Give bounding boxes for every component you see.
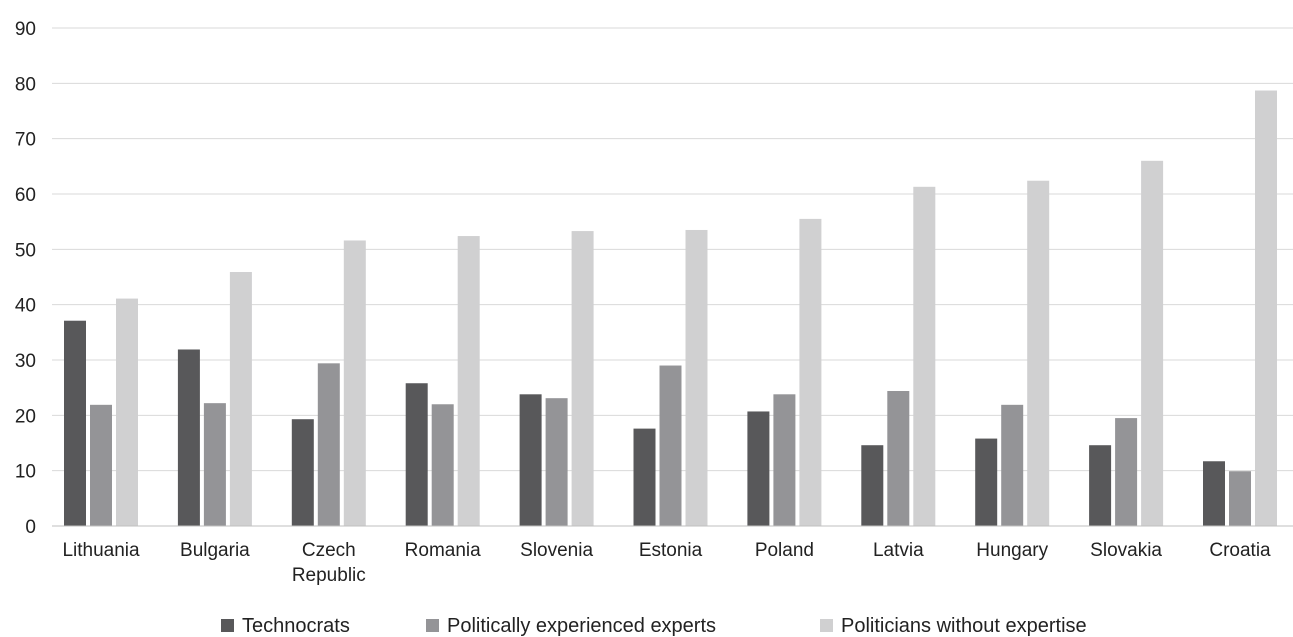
bar-politicians-without-expertise-bulgaria xyxy=(229,272,252,526)
x-tick-label: Hungary xyxy=(976,540,1048,561)
bar-politicians-without-expertise-slovakia xyxy=(1141,160,1164,527)
x-tick-label: Slovakia xyxy=(1090,540,1162,561)
bar-politically-experienced-experts-croatia xyxy=(1229,471,1251,526)
bar-politically-experienced-experts-lithuania xyxy=(90,404,112,526)
x-tick-label: Romania xyxy=(405,540,481,561)
x-tick-label: Croatia xyxy=(1209,540,1271,561)
bar-politically-experienced-experts-poland xyxy=(773,394,796,526)
bar-technocrats-lithuania xyxy=(64,320,86,526)
x-tick-label: Latvia xyxy=(873,540,924,561)
y-tick-label: 0 xyxy=(25,517,36,538)
bar-politicians-without-expertise-hungary xyxy=(1027,180,1050,526)
bar-technocrats-poland xyxy=(747,411,770,526)
legend: Technocrats Politically experienced exper… xyxy=(221,615,1087,637)
legend-swatch xyxy=(426,619,439,632)
bar-technocrats-latvia xyxy=(861,445,884,526)
bar-politically-experienced-experts-romania xyxy=(431,404,454,526)
gridlines xyxy=(52,27,1293,527)
bar-politicians-without-expertise-estonia xyxy=(685,229,708,526)
y-tick-label: 90 xyxy=(15,19,36,40)
y-tick-label: 10 xyxy=(15,462,36,483)
legend-label: Politically experienced experts xyxy=(447,615,716,637)
bar-politicians-without-expertise-czech-republic xyxy=(343,240,366,527)
x-tick-label: Czech Republic xyxy=(292,540,366,586)
x-tick-label: Lithuania xyxy=(62,540,140,561)
x-tick-label: Estonia xyxy=(639,540,703,561)
bar-politically-experienced-experts-slovakia xyxy=(1115,418,1138,526)
bar-technocrats-hungary xyxy=(975,438,998,526)
x-tick-label: Bulgaria xyxy=(180,540,250,561)
bar-politically-experienced-experts-latvia xyxy=(887,390,910,526)
y-tick-label: 20 xyxy=(15,406,36,427)
bar-politically-experienced-experts-hungary xyxy=(1001,404,1024,526)
legend-swatch xyxy=(820,619,833,632)
y-tick-label: 80 xyxy=(15,74,36,95)
bar-technocrats-bulgaria xyxy=(177,349,200,526)
y-tick-label: 60 xyxy=(15,185,36,206)
y-tick-label: 50 xyxy=(15,240,36,261)
bar-technocrats-czech-republic xyxy=(291,419,314,526)
bar-technocrats-slovakia xyxy=(1089,445,1112,526)
legend-label: Technocrats xyxy=(242,615,350,637)
y-tick-label: 70 xyxy=(15,130,36,151)
y-tick-label: 40 xyxy=(15,296,36,317)
bar-politicians-without-expertise-latvia xyxy=(913,186,936,526)
bar-politicians-without-expertise-poland xyxy=(799,218,822,526)
bar-politically-experienced-experts-bulgaria xyxy=(203,403,226,526)
legend-label: Politicians without expertise xyxy=(841,615,1087,637)
y-axis: 0 10 20 30 40 50 60 70 80 90 xyxy=(15,19,36,538)
bar-politically-experienced-experts-estonia xyxy=(659,365,682,526)
bar-politicians-without-expertise-lithuania xyxy=(116,298,138,526)
bar-politicians-without-expertise-slovenia xyxy=(571,231,594,526)
x-tick-label: Slovenia xyxy=(520,540,593,561)
legend-swatch xyxy=(221,619,234,632)
bar-technocrats-romania xyxy=(405,383,428,526)
bar-technocrats-slovenia xyxy=(519,394,542,526)
bars xyxy=(64,90,1277,527)
y-tick-label: 30 xyxy=(15,351,36,372)
x-tick-label: Poland xyxy=(755,540,814,561)
bar-politicians-without-expertise-croatia xyxy=(1255,90,1277,526)
x-axis: Lithuania Bulgaria Czech Republic Romania Slo… xyxy=(52,525,1293,586)
bar-politically-experienced-experts-czech-republic xyxy=(317,363,340,526)
bar-technocrats-estonia xyxy=(633,428,656,526)
bar-politically-experienced-experts-slovenia xyxy=(545,398,568,526)
bar-technocrats-croatia xyxy=(1203,461,1225,526)
bar-politicians-without-expertise-romania xyxy=(457,236,480,526)
